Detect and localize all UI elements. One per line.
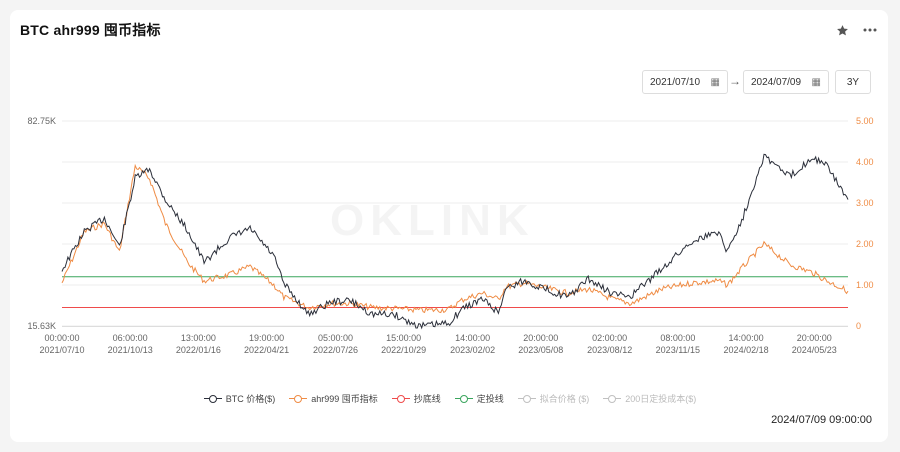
legend-swatch-icon xyxy=(289,394,308,403)
line-chart: 5.00 4.00 3.00 2.00 1.00 0 82.75K 15.63K 00:00:0… xyxy=(27,116,874,355)
legend-label: BTC 价格($) xyxy=(225,394,276,404)
legend-swatch-icon xyxy=(603,394,622,403)
star-icon[interactable] xyxy=(834,22,850,38)
x-tick-time-label: 00:00:00 xyxy=(44,333,79,343)
right-axis-tick-label: 5.00 xyxy=(856,116,874,126)
legend-label: 定投线 xyxy=(476,394,504,404)
legend-item[interactable]: 拟合价格 ($) xyxy=(517,392,590,405)
chart-legend: BTC 价格($) ahr999 囤币指标 抄底线 定投线 拟合价格 ($) 200日定投… xyxy=(0,392,900,405)
start-date-input[interactable]: 2021/07/10 ▦ xyxy=(642,70,728,94)
x-tick-date-label: 2021/07/10 xyxy=(39,345,84,355)
legend-item[interactable]: 抄底线 xyxy=(391,392,441,405)
legend-label: 抄底线 xyxy=(413,394,441,404)
x-tick-date-label: 2022/07/26 xyxy=(313,345,358,355)
x-tick-date-label: 2023/05/08 xyxy=(518,345,563,355)
watermark-logo: OKLINK xyxy=(330,196,535,246)
x-tick-time-label: 14:00:00 xyxy=(455,333,490,343)
header-actions xyxy=(834,22,878,38)
chart-card xyxy=(10,10,888,442)
right-axis-tick-label: 1.00 xyxy=(856,280,874,290)
calendar-icon: ▦ xyxy=(710,76,720,88)
x-tick-time-label: 02:00:00 xyxy=(592,333,627,343)
ahr999-series-line xyxy=(61,163,849,314)
x-tick-date-label: 2022/01/16 xyxy=(176,345,221,355)
x-tick-time-label: 20:00:00 xyxy=(523,333,558,343)
legend-label: ahr999 囤币指标 xyxy=(311,394,378,404)
page-title: BTC ahr999 囤币指标 xyxy=(20,22,161,38)
x-tick-time-label: 19:00:00 xyxy=(249,333,284,343)
x-tick-date-label: 2022/10/29 xyxy=(381,345,426,355)
start-date-value: 2021/07/10 xyxy=(650,76,701,88)
legend-label: 拟合价格 ($) xyxy=(539,394,590,404)
x-tick-time-label: 14:00:00 xyxy=(729,333,764,343)
more-icon[interactable] xyxy=(862,22,878,38)
left-axis-tick-label: 82.75K xyxy=(27,116,56,126)
x-tick-time-label: 08:00:00 xyxy=(660,333,695,343)
end-date-input[interactable]: 2024/07/09 ▦ xyxy=(743,70,829,94)
legend-swatch-icon xyxy=(454,394,473,403)
arrow-right-icon: → xyxy=(729,74,741,88)
x-tick-time-label: 05:00:00 xyxy=(318,333,353,343)
x-tick-time-label: 06:00:00 xyxy=(113,333,148,343)
legend-item[interactable]: BTC 价格($) xyxy=(203,392,276,405)
data-timestamp: 2024/07/09 09:00:00 xyxy=(771,414,872,426)
left-axis-tick-label: 15.63K xyxy=(27,321,56,331)
x-tick-date-label: 2023/11/15 xyxy=(656,345,700,355)
legend-item[interactable]: 200日定投成本($) xyxy=(603,392,696,405)
x-tick-time-label: 13:00:00 xyxy=(181,333,216,343)
legend-item[interactable]: ahr999 囤币指标 xyxy=(289,392,378,405)
legend-swatch-icon xyxy=(517,394,536,403)
legend-label: 200日定投成本($) xyxy=(625,394,697,404)
x-tick-date-label: 2023/02/02 xyxy=(450,345,495,355)
end-date-value: 2024/07/09 xyxy=(751,76,802,88)
x-tick-date-label: 2021/10/13 xyxy=(108,345,153,355)
x-tick-date-label: 2024/05/23 xyxy=(792,345,837,355)
right-axis-tick-label: 4.00 xyxy=(856,157,874,167)
right-axis-tick-label: 3.00 xyxy=(856,198,874,208)
legend-item[interactable]: 定投线 xyxy=(454,392,504,405)
calendar-icon: ▦ xyxy=(811,76,821,88)
range-3y-button[interactable]: 3Y xyxy=(835,70,871,94)
right-axis-tick-label: 0 xyxy=(856,321,861,331)
legend-swatch-icon xyxy=(203,394,222,403)
x-tick-date-label: 2023/08/12 xyxy=(587,345,632,355)
right-axis-tick-label: 2.00 xyxy=(856,239,874,249)
legend-swatch-icon xyxy=(391,394,410,403)
x-tick-time-label: 20:00:00 xyxy=(797,333,832,343)
x-tick-date-label: 2024/02/18 xyxy=(724,345,769,355)
x-tick-time-label: 15:00:00 xyxy=(386,333,421,343)
btc-price-series-line xyxy=(61,153,849,330)
x-tick-date-label: 2022/04/21 xyxy=(244,345,289,355)
